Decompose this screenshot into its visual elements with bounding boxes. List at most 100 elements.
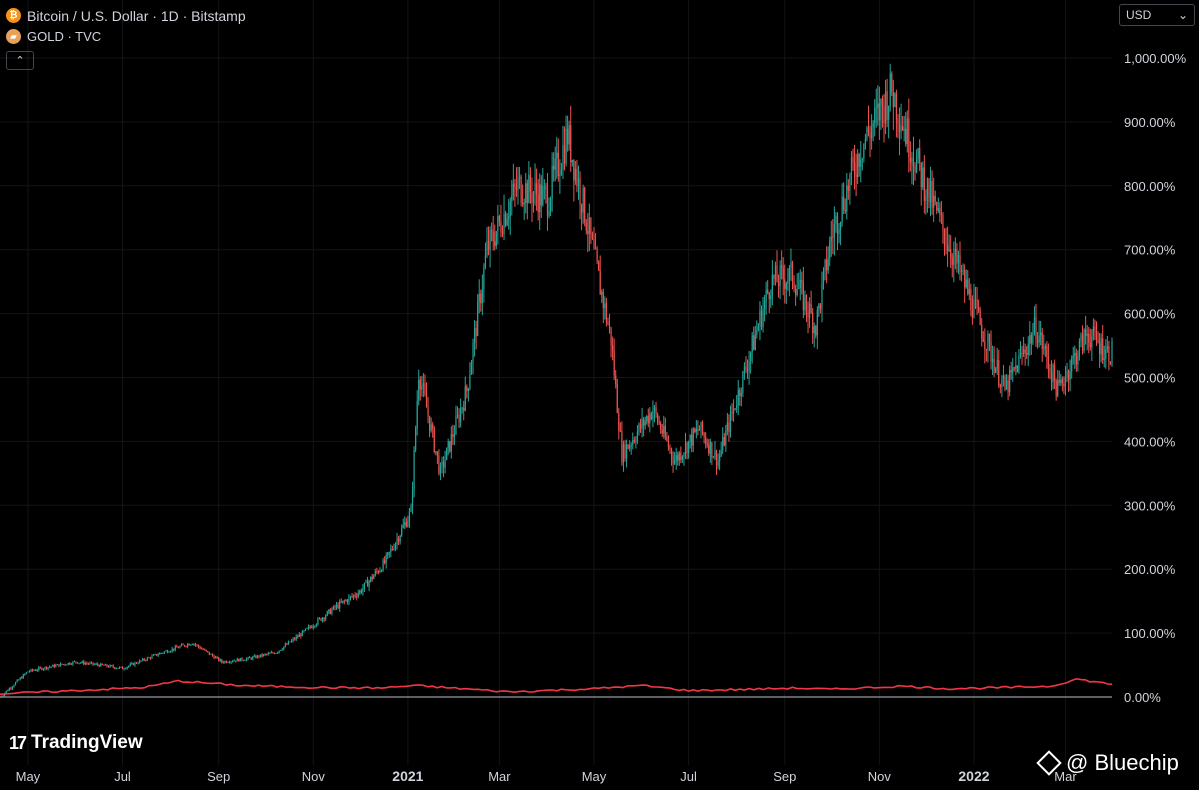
candle-body	[670, 449, 673, 458]
candle-body	[244, 660, 246, 662]
candle-body	[514, 183, 516, 187]
candle-body	[272, 652, 274, 654]
candle-body	[774, 265, 777, 279]
candle-body	[805, 295, 808, 312]
candle-body	[121, 666, 124, 670]
candle-body	[945, 244, 947, 245]
candle-body	[458, 414, 460, 422]
candle-body	[354, 595, 356, 597]
candle-body	[714, 450, 716, 457]
candle-body	[757, 326, 759, 331]
candle-body	[996, 360, 998, 369]
candle-body	[201, 648, 203, 650]
candle-body	[8, 688, 10, 691]
candle-body	[146, 657, 148, 661]
candle-body	[1063, 383, 1065, 387]
candle-body	[940, 214, 943, 216]
x-tick-label: Sep	[207, 769, 230, 784]
candle-body	[269, 653, 271, 654]
candle-body	[1067, 370, 1070, 380]
candle-body	[129, 663, 131, 666]
legend-bitcoin[interactable]: ₿ Bitcoin / U.S. Dollar · 1D · Bitstamp	[6, 5, 246, 26]
candle-body	[304, 628, 307, 631]
candle-body	[753, 335, 755, 350]
candle-body	[325, 615, 327, 619]
tradingview-wordmark: TradingView	[31, 732, 143, 753]
candle-body	[523, 202, 525, 205]
candle-body	[401, 527, 403, 536]
y-axis[interactable]: 1,000.00% 900.00% 800.00% 700.00% 600.00% 500…	[1124, 51, 1187, 705]
candle-body	[207, 651, 209, 652]
candle-body	[1019, 352, 1022, 356]
candle-body	[118, 667, 121, 669]
candle-body	[652, 411, 654, 420]
candle-body	[967, 279, 969, 295]
currency-select[interactable]: USD ⌄	[1119, 4, 1195, 26]
candle-body	[165, 650, 167, 652]
candle-body	[822, 269, 825, 283]
legend-gold[interactable]: ▰ GOLD · TVC	[6, 26, 246, 47]
candle-body	[370, 576, 372, 582]
candle-body	[560, 169, 563, 175]
tradingview-logo[interactable]: 17 TradingView	[9, 732, 143, 754]
candle-body	[543, 186, 545, 188]
series-legend: ₿ Bitcoin / U.S. Dollar · 1D · Bitstamp …	[6, 5, 246, 47]
candle-body	[990, 341, 992, 362]
candle-body	[590, 217, 592, 236]
candle-body	[594, 247, 597, 250]
candle-body	[821, 282, 823, 309]
candle-body	[413, 449, 415, 490]
candle-body	[397, 538, 400, 542]
candle-body	[142, 658, 144, 661]
candle-body	[166, 650, 169, 653]
candle-body	[174, 646, 176, 650]
candle-body	[528, 174, 530, 204]
candle-body	[188, 644, 190, 646]
candle-body	[52, 664, 54, 667]
candle-body	[477, 301, 479, 336]
candle-body	[911, 157, 913, 163]
candle-body	[221, 659, 223, 663]
candle-body	[974, 299, 977, 301]
candle-body	[722, 437, 724, 451]
candle-body	[506, 219, 508, 226]
collapse-legend-button[interactable]: ⌃	[6, 51, 34, 70]
candle-body	[216, 657, 218, 659]
y-tick-label: 500.00%	[1124, 371, 1176, 386]
candle-body	[618, 412, 620, 431]
candle-body	[376, 571, 378, 573]
candle-body	[942, 214, 944, 230]
candle-body	[1106, 346, 1108, 350]
candle-body	[484, 255, 487, 268]
candle-body	[256, 655, 259, 658]
candle-body	[951, 258, 953, 265]
candle-body	[1103, 358, 1105, 361]
candle-body	[1089, 342, 1091, 348]
candle-body	[777, 281, 780, 287]
candle-body	[489, 229, 491, 251]
candle-body	[169, 651, 172, 652]
candle-body	[405, 522, 407, 527]
candle-body	[334, 606, 336, 608]
x-tick-label: 2021	[392, 768, 423, 784]
x-axis[interactable]: May Jul Sep Nov 2021 Mar May Jul Sep Nov 2022 Mar	[16, 768, 1078, 784]
candle-body	[13, 685, 15, 687]
candle-body	[632, 440, 634, 445]
candle-body	[638, 423, 640, 432]
candle-body	[86, 663, 88, 664]
candle-body	[574, 168, 576, 181]
candle-body	[599, 270, 601, 295]
candle-body	[833, 223, 835, 238]
candle-body	[415, 428, 417, 450]
x-tick-label: Nov	[868, 769, 892, 784]
candle-body	[947, 244, 949, 252]
candle-body	[1047, 356, 1050, 369]
candle-body	[283, 646, 285, 650]
candle-body	[98, 665, 100, 667]
candle-body	[860, 160, 862, 167]
candle-body	[843, 196, 845, 210]
candle-body	[145, 660, 147, 661]
candle-body	[813, 326, 815, 334]
candle-body	[853, 162, 856, 175]
